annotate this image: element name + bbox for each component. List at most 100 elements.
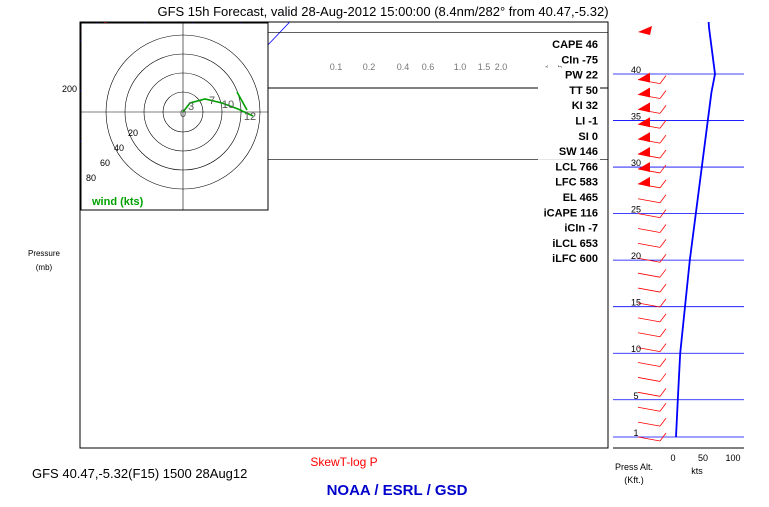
footer-center: NOAA / ESRL / GSD xyxy=(327,482,468,499)
index-bg xyxy=(538,128,600,142)
y-axis-label-mb: (mb) xyxy=(36,263,53,272)
wind-barb xyxy=(637,377,661,382)
wind-barb xyxy=(637,302,661,308)
index-bg xyxy=(538,159,600,173)
wind-barb-feather xyxy=(659,432,667,442)
stability-index: EL 465 xyxy=(563,192,598,204)
speed-tick-label: 0 xyxy=(670,453,675,463)
wind-barb-feather xyxy=(659,239,667,248)
wind-barb-feather xyxy=(659,268,667,278)
y-axis-label-pressure: Pressure xyxy=(28,249,61,258)
wind-barb-feather xyxy=(659,224,667,233)
mixing-ratio-label: 0.2 xyxy=(363,62,376,72)
plot-labels: -20-1001020304050607080-40-30-20-1001020… xyxy=(330,62,563,72)
wind-barb-feather xyxy=(659,343,667,352)
wind-barb-feather xyxy=(659,149,667,159)
wind-barb-feather xyxy=(659,254,667,263)
mixing-ratio-label: 0.6 xyxy=(422,62,435,72)
chart-title: GFS 15h Forecast, valid 28-Aug-2012 15:0… xyxy=(157,4,608,19)
stability-index: TT 50 xyxy=(569,85,598,97)
wind-barb xyxy=(637,228,661,233)
hodograph-height-label: 12 xyxy=(244,111,256,123)
stability-index: iCAPE 116 xyxy=(544,207,598,219)
wind-barb-feather xyxy=(659,358,667,367)
wind-barb-feather xyxy=(659,105,667,114)
hodograph-height-label: 7 xyxy=(209,95,215,107)
index-bg xyxy=(538,220,600,234)
press-alt-unit: (Kft.) xyxy=(624,475,644,485)
wind-barb xyxy=(637,406,661,412)
index-bg xyxy=(538,235,600,249)
index-bg xyxy=(538,98,600,112)
index-bg xyxy=(538,37,600,50)
stability-index: LI -1 xyxy=(575,116,598,128)
hodograph-ring-label: 60 xyxy=(100,158,110,168)
wind-barb-feather xyxy=(659,402,667,412)
index-bg xyxy=(538,174,600,188)
hodograph: 20 40 60 80 03 7 10 12 wind (kts) xyxy=(80,22,269,211)
mixing-ratio-label: 1.0 xyxy=(454,62,467,72)
index-bg xyxy=(538,82,600,96)
speed-tick-label: 50 xyxy=(698,453,708,463)
wind-barb-feather xyxy=(659,388,667,397)
mixing-ratio-label: 0.4 xyxy=(397,62,410,72)
wind-panel-lines xyxy=(613,22,744,442)
wind-barb-feather xyxy=(659,120,667,129)
stability-index: CAPE 46 xyxy=(552,39,598,51)
wind-barb xyxy=(637,198,661,204)
wind-barb-feather xyxy=(659,373,667,382)
dry-adiabat xyxy=(0,0,58,160)
stability-index: KI 32 xyxy=(572,100,598,112)
wind-barb-feather xyxy=(659,179,667,189)
wind-barb-flag xyxy=(638,161,650,172)
altitude-label: 10 xyxy=(631,344,641,354)
hodograph-ring-label: 40 xyxy=(114,143,124,153)
wind-barb-feather xyxy=(659,209,667,218)
stability-index: LCL 766 xyxy=(555,161,598,173)
wind-barb xyxy=(637,421,661,427)
index-bg xyxy=(538,67,600,81)
altitude-label: 25 xyxy=(631,205,641,215)
index-bg xyxy=(538,251,600,265)
wind-barb-feather xyxy=(659,417,667,427)
wind-barb-flag xyxy=(638,132,650,143)
wind-barb-feather xyxy=(659,328,667,337)
isotherm xyxy=(0,0,92,177)
stability-index: SW 146 xyxy=(559,146,598,158)
hodograph-trace xyxy=(236,91,248,111)
hodograph-height-label: 0 xyxy=(180,108,186,120)
stability-index: SI 0 xyxy=(578,131,598,143)
hodograph-height-label: 3 xyxy=(188,101,194,113)
altitude-label: 35 xyxy=(631,112,641,122)
wind-barb-flag xyxy=(638,117,650,128)
altitude-label: 30 xyxy=(631,158,641,168)
stability-index: LFC 583 xyxy=(555,177,598,189)
wind-barb-feather xyxy=(659,134,667,144)
hodograph-height-label: 10 xyxy=(222,99,234,111)
footer-left: GFS 40.47,-5.32(F15) 1500 28Aug12 xyxy=(32,466,247,481)
wind-barb xyxy=(637,347,661,353)
wind-barb xyxy=(637,362,661,367)
stability-index: iLFC 600 xyxy=(552,253,598,265)
pressure-tick-labels: 20030040050060070080090010001050 xyxy=(62,84,77,94)
isotherm xyxy=(0,0,44,177)
wind-barb-feather xyxy=(659,194,667,203)
hodograph-ring-label: 20 xyxy=(128,128,138,138)
altitude-label: 15 xyxy=(631,298,641,308)
hodograph-frame xyxy=(80,22,269,211)
stability-index: iLCL 653 xyxy=(552,238,598,250)
wind-barb-feather xyxy=(659,283,667,293)
index-bg xyxy=(538,190,600,203)
plot-label: SkewT-log P xyxy=(310,455,377,469)
wind-barb-flag xyxy=(638,147,650,158)
mixing-ratio-label: 3 xyxy=(543,62,548,72)
stability-index: iCIn -7 xyxy=(564,223,598,235)
altitude-label: 20 xyxy=(631,251,641,261)
hodograph-label: wind (kts) xyxy=(91,196,144,208)
wind-barb-feather xyxy=(659,164,667,174)
index-bg xyxy=(538,113,600,127)
wind-barb xyxy=(637,317,661,323)
